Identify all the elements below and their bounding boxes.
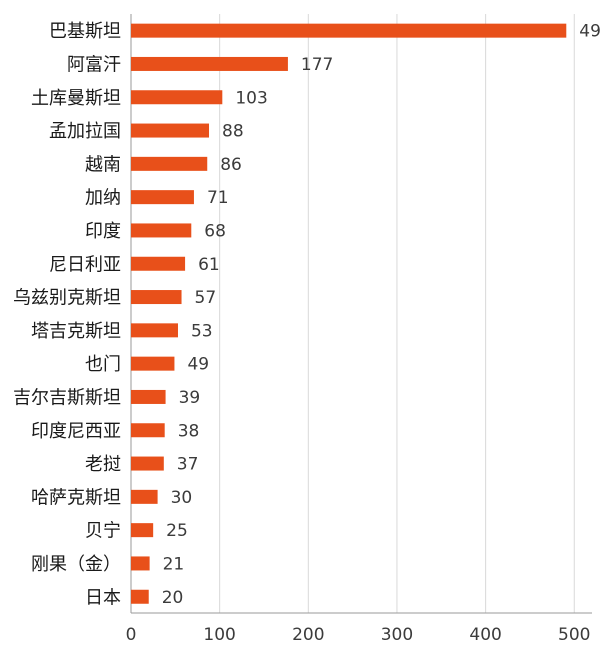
value-label-6: 71 [207,188,229,208]
category-label-10: 塔吉克斯坦 [31,321,121,342]
category-label-11: 也门 [85,354,121,375]
value-label-9: 57 [195,288,217,308]
x-tick-label-400: 400 [469,625,501,645]
x-tick-label-500: 500 [558,625,590,645]
value-label-4: 88 [222,122,244,142]
bar-2 [131,56,288,71]
value-label-3: 103 [235,88,267,108]
value-label-13: 38 [178,421,200,441]
category-label-6: 加纳 [85,188,121,209]
category-label-1: 巴基斯坦 [49,21,121,42]
category-label-4: 孟加拉国 [49,121,121,142]
bar-1 [131,23,567,38]
category-label-13: 印度尼西亚 [31,421,121,442]
value-label-12: 39 [179,388,201,408]
category-label-3: 土库曼斯坦 [31,88,121,109]
bar-8 [131,256,186,271]
bar-14 [131,456,164,471]
bar-10 [131,323,178,338]
bar-9 [131,290,182,305]
category-label-7: 印度 [85,221,121,242]
category-label-12: 吉尔吉斯斯坦 [13,387,121,408]
value-labels: 491 177 103 88 86 71 68 61 57 53 49 39 38 37 30 25 21 20 [162,22,600,608]
category-label-8: 尼日利亚 [49,254,121,275]
value-label-15: 30 [171,488,193,508]
bar-11 [131,356,175,371]
x-tick-label-200: 200 [292,625,324,645]
value-label-10: 53 [191,321,213,341]
x-tick-label-0: 0 [126,625,137,645]
value-label-1: 491 [579,22,600,42]
x-tick-labels: 0 100 200 300 400 500 [126,625,591,645]
grid-lines [219,14,575,613]
category-labels: 巴基斯坦阿富汗土库曼斯坦孟加拉国越南加纳印度尼日利亚乌兹别克斯坦塔吉克斯坦也门吉… [13,21,121,608]
bar-3 [131,90,223,105]
value-label-18: 20 [162,588,184,608]
category-label-9: 乌兹别克斯坦 [13,288,121,309]
x-tick-label-300: 300 [381,625,413,645]
axes [130,14,592,614]
bar-17 [131,556,150,571]
bar-12 [131,389,166,404]
value-label-16: 25 [166,521,188,541]
value-label-11: 49 [187,355,209,375]
category-label-2: 阿富汗 [67,54,121,75]
bar-5 [131,156,208,171]
value-label-8: 61 [198,255,220,275]
value-label-7: 68 [204,221,226,241]
bar-16 [131,523,154,538]
category-label-5: 越南 [85,154,121,175]
bar-4 [131,123,210,138]
value-label-5: 86 [220,155,242,175]
value-label-2: 177 [301,55,333,75]
value-label-14: 37 [177,455,199,475]
category-label-16: 贝宁 [85,521,121,542]
bar-13 [131,423,165,438]
category-label-18: 日本 [85,587,121,608]
bar-6 [131,190,194,205]
bar-18 [131,589,149,604]
bars [131,23,567,604]
bar-15 [131,489,158,504]
bar-7 [131,223,192,238]
value-label-17: 21 [163,554,185,574]
category-label-14: 老挝 [85,454,121,475]
category-label-15: 哈萨克斯坦 [31,487,121,508]
category-label-17: 刚果（金） [31,554,121,575]
x-tick-label-100: 100 [203,625,235,645]
